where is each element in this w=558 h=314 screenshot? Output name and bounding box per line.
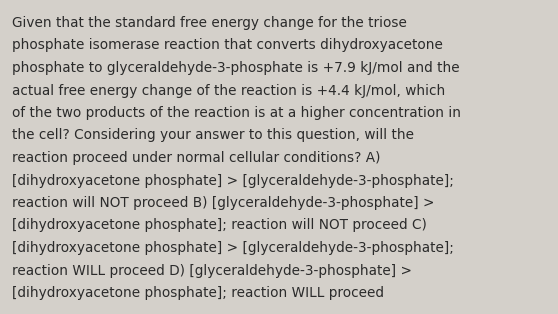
Text: the cell? Considering your answer to this question, will the: the cell? Considering your answer to thi… (12, 128, 414, 143)
Text: phosphate isomerase reaction that converts dihydroxyacetone: phosphate isomerase reaction that conver… (12, 39, 443, 52)
Text: reaction WILL proceed D) [glyceraldehyde-3-phosphate] >: reaction WILL proceed D) [glyceraldehyde… (12, 263, 412, 278)
Text: Given that the standard free energy change for the triose: Given that the standard free energy chan… (12, 16, 407, 30)
Text: actual free energy change of the reaction is +4.4 kJ/mol, which: actual free energy change of the reactio… (12, 84, 445, 98)
Text: reaction will NOT proceed B) [glyceraldehyde-3-phosphate] >: reaction will NOT proceed B) [glyceralde… (12, 196, 435, 210)
Text: of the two products of the reaction is at a higher concentration in: of the two products of the reaction is a… (12, 106, 461, 120)
Text: [dihydroxyacetone phosphate]; reaction WILL proceed: [dihydroxyacetone phosphate]; reaction W… (12, 286, 384, 300)
Text: reaction proceed under normal cellular conditions? A): reaction proceed under normal cellular c… (12, 151, 381, 165)
Text: [dihydroxyacetone phosphate]; reaction will NOT proceed C): [dihydroxyacetone phosphate]; reaction w… (12, 219, 427, 232)
Text: phosphate to glyceraldehyde-3-phosphate is +7.9 kJ/mol and the: phosphate to glyceraldehyde-3-phosphate … (12, 61, 460, 75)
Text: [dihydroxyacetone phosphate] > [glyceraldehyde-3-phosphate];: [dihydroxyacetone phosphate] > [glyceral… (12, 174, 454, 187)
Text: [dihydroxyacetone phosphate] > [glyceraldehyde-3-phosphate];: [dihydroxyacetone phosphate] > [glyceral… (12, 241, 454, 255)
